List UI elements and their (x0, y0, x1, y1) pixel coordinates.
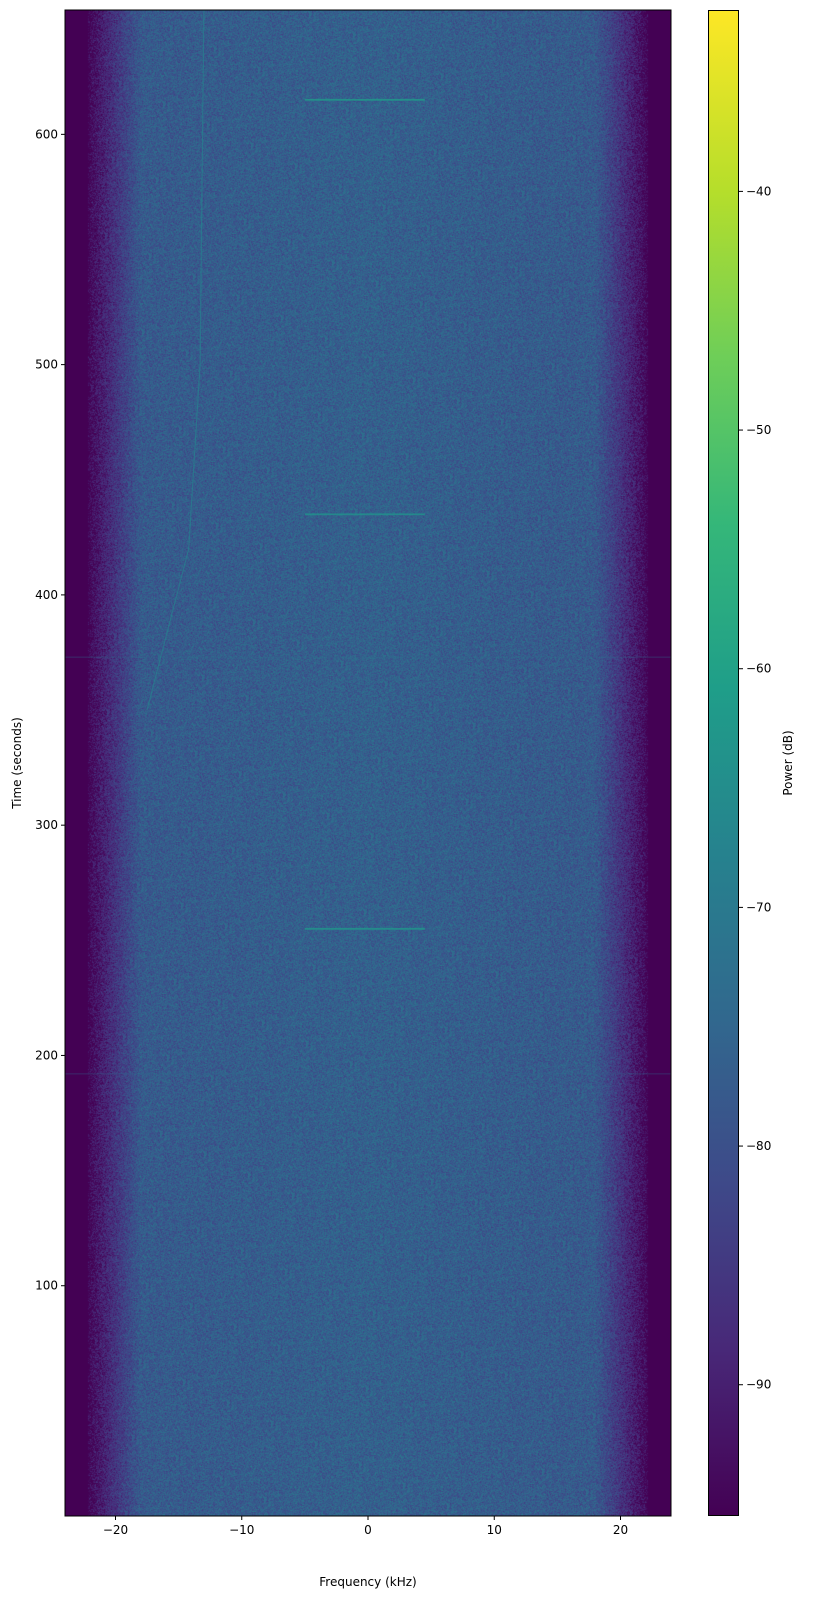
y-tick-label: 200 (35, 1048, 58, 1062)
y-tick-label: 500 (35, 358, 58, 372)
x-tick-label: 20 (613, 1523, 628, 1537)
colorbar-tick-label: −60 (746, 662, 771, 676)
colorbar-ticks: −90 −80 −70 −60 −50 −40 (739, 184, 771, 1392)
x-tick-label: −10 (229, 1523, 254, 1537)
x-tick-label: −20 (103, 1523, 128, 1537)
spectrogram-plot-area (65, 10, 671, 1516)
x-axis-label: Frequency (kHz) (319, 1575, 416, 1589)
x-tick-label: 10 (487, 1523, 502, 1537)
x-tick-label: 0 (364, 1523, 372, 1537)
colorbar-label: Power (dB) (781, 730, 795, 795)
x-ticks: −20 −10 0 10 20 (103, 1516, 628, 1537)
y-tick-label: 100 (35, 1279, 58, 1293)
drifting-tone-feature (146, 10, 205, 711)
colorbar-tick-label: −50 (746, 423, 771, 437)
plot-frame (64, 9, 672, 1517)
y-ticks: 100 200 300 400 500 600 (35, 127, 65, 1293)
y-tick-label: 400 (35, 588, 58, 602)
y-tick-label: 300 (35, 818, 58, 832)
spectrogram-features (65, 10, 671, 1075)
colorbar (708, 10, 739, 1516)
y-tick-label: 600 (35, 127, 58, 141)
colorbar-tick-label: −70 (746, 900, 771, 914)
y-axis-label: Time (seconds) (10, 717, 24, 810)
colorbar-tick-label: −40 (746, 184, 771, 198)
colorbar-tick-label: −80 (746, 1139, 771, 1153)
colorbar-tick-label: −90 (746, 1378, 771, 1392)
spectrogram-heatmap (65, 10, 671, 1516)
